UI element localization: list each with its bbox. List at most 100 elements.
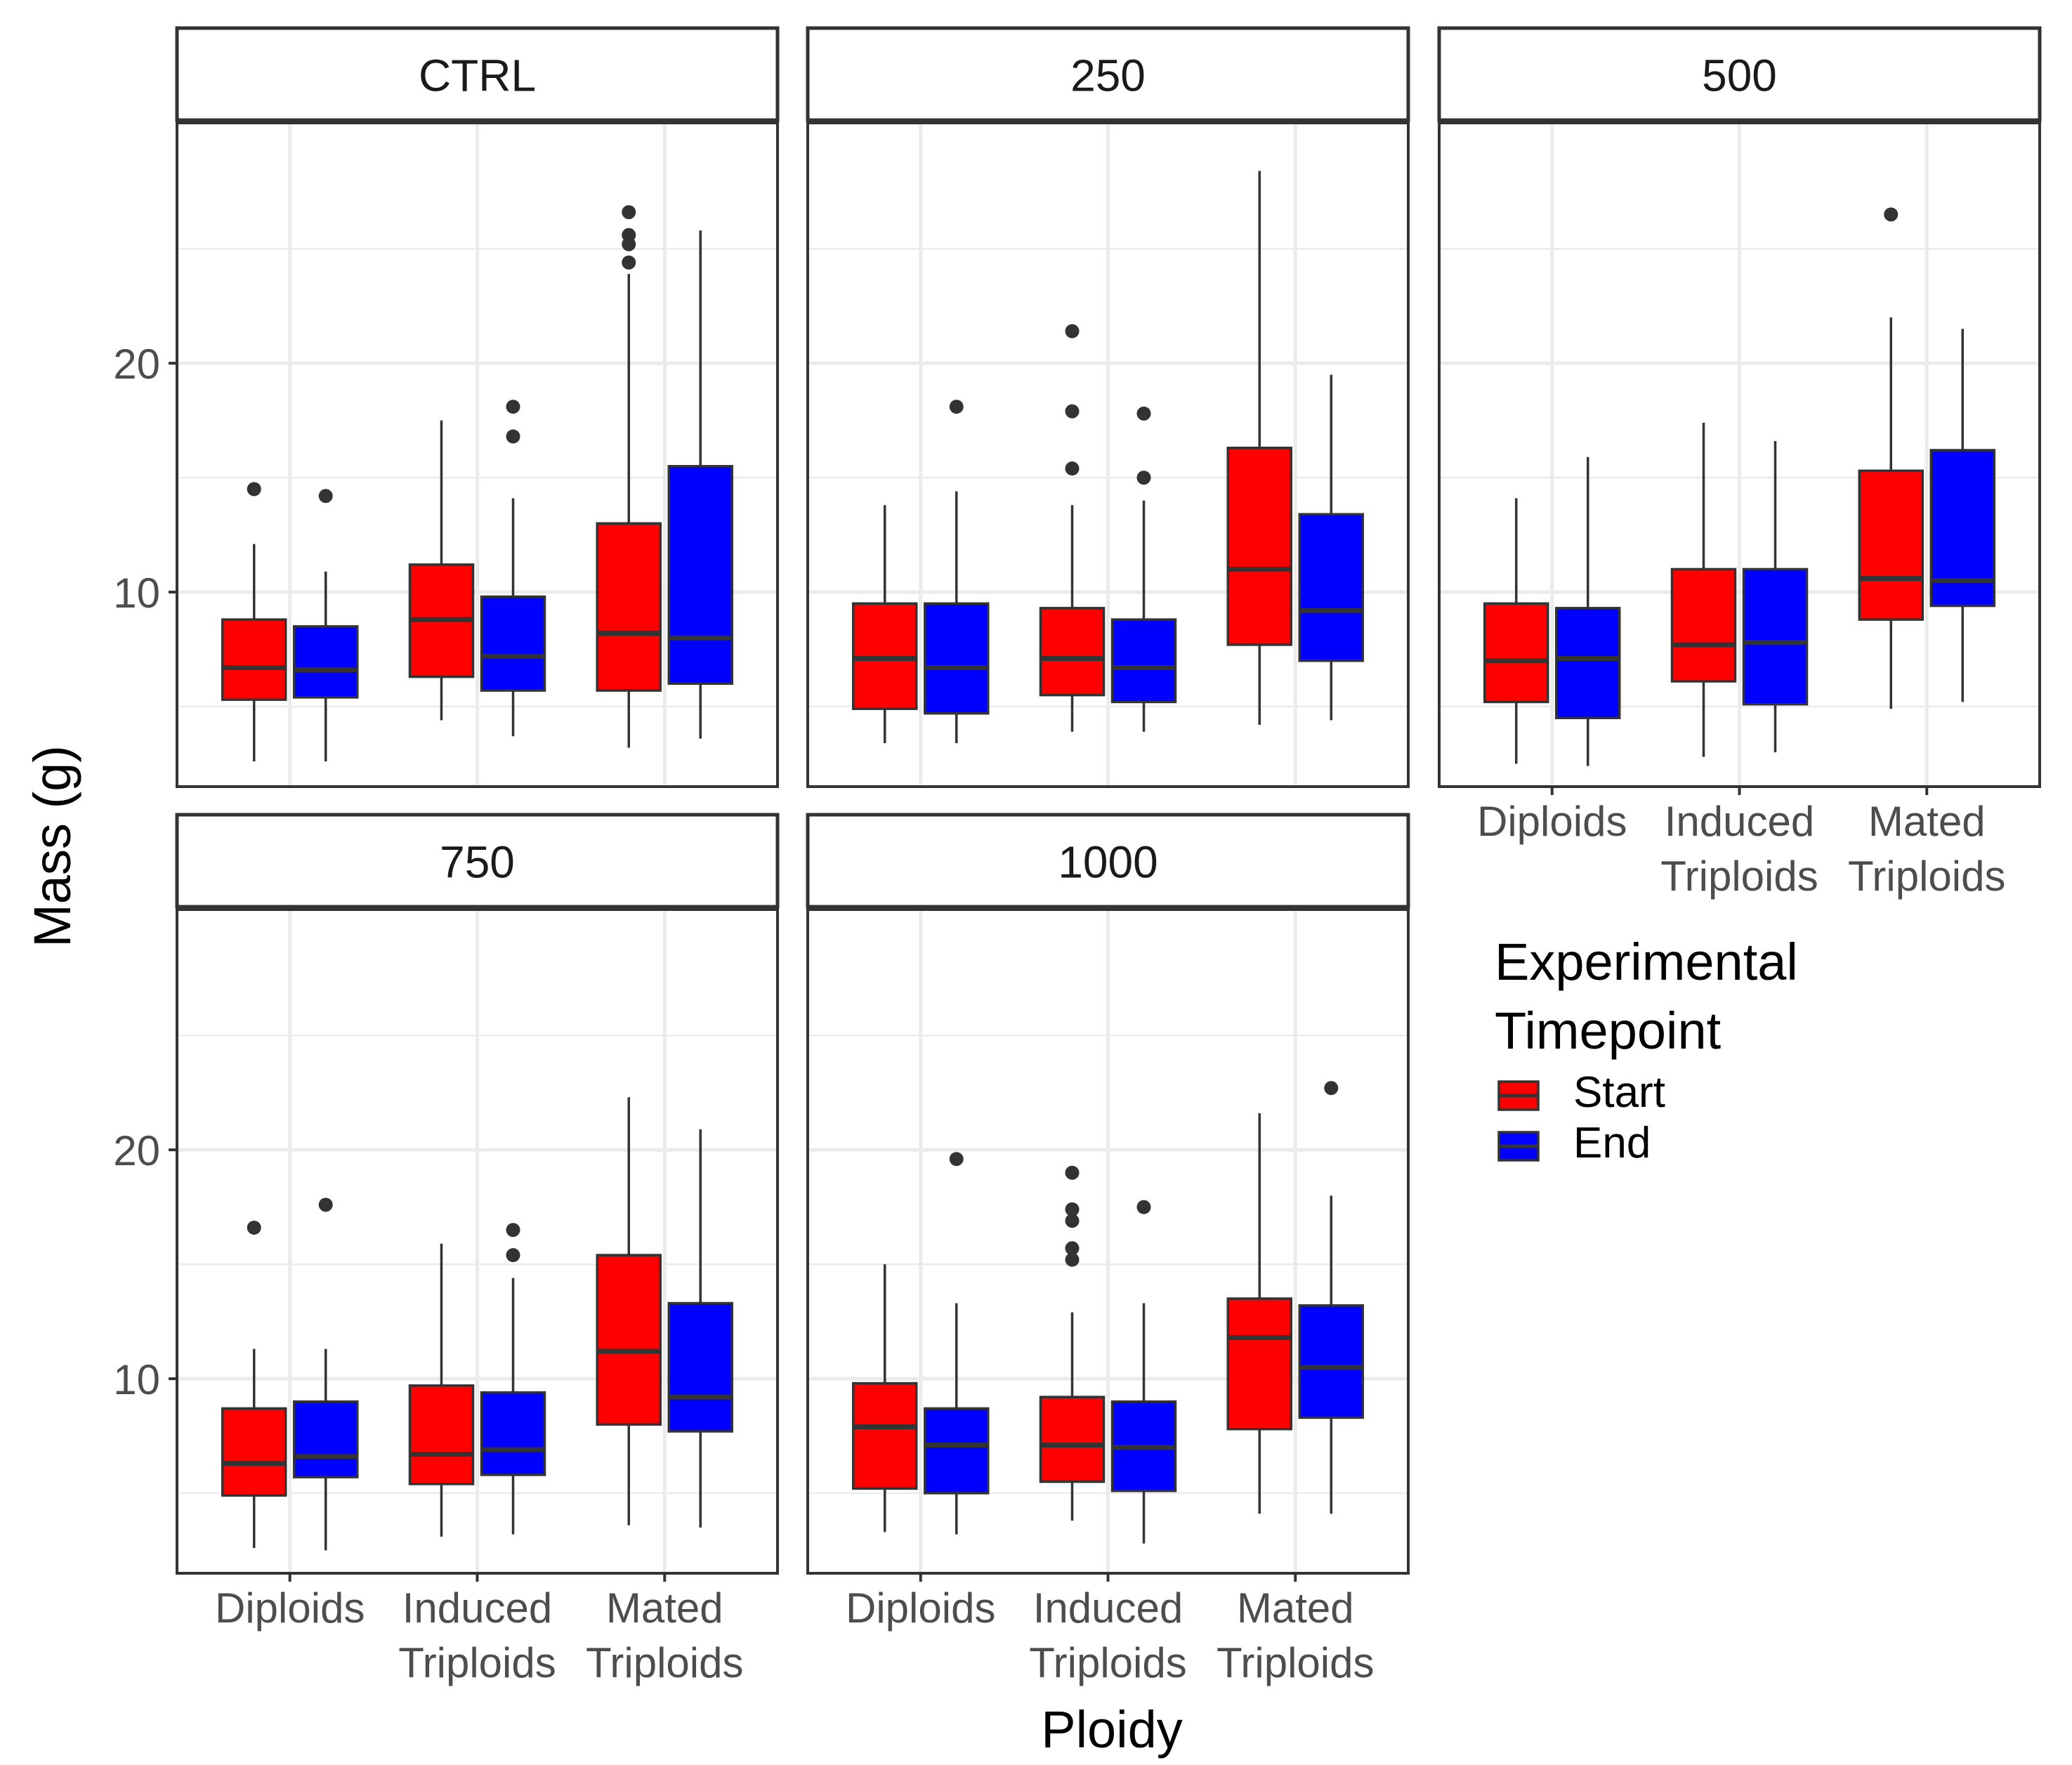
facet-label: 750 — [440, 837, 515, 888]
box-start — [1039, 1165, 1106, 1521]
box-start — [221, 482, 287, 762]
box-iqr — [480, 1391, 546, 1476]
box-iqr — [1298, 513, 1365, 662]
box-iqr — [667, 465, 734, 685]
box-end — [1298, 1081, 1365, 1514]
x-tick-label: Diploids — [215, 1584, 365, 1632]
facet-strip — [806, 26, 1410, 122]
outlier-point — [1065, 1241, 1080, 1256]
box-start — [1670, 422, 1737, 757]
facet-label: 250 — [1070, 51, 1146, 101]
x-tick-label: Triploids — [1848, 853, 2006, 900]
y-tick-label: 10 — [113, 570, 160, 617]
box-iqr — [292, 1400, 359, 1478]
outlier-point — [506, 429, 520, 444]
facet-panel: 1000 Diploids Induced Triploids Mated Triploi… — [806, 813, 1410, 1686]
facet-panel: 250 — [806, 26, 1410, 788]
facet-panel: CTRL 10 20 — [113, 26, 780, 788]
box-start — [1226, 1113, 1293, 1514]
box-end — [667, 230, 734, 739]
box-end — [1110, 1200, 1177, 1544]
outlier-point — [622, 255, 636, 270]
x-tick-label: Triploids — [398, 1639, 556, 1686]
x-tick-label: Triploids — [1029, 1639, 1187, 1686]
box-iqr — [596, 522, 662, 692]
outlier-point — [1065, 461, 1080, 476]
x-axis-title: Ploidy — [1041, 1700, 1183, 1759]
x-tick-label: Diploids — [1477, 798, 1627, 845]
box-start — [1039, 324, 1106, 732]
box-start — [851, 1264, 918, 1533]
box-end — [1742, 440, 1809, 753]
x-tick-label: Induced — [402, 1584, 553, 1632]
box-end — [292, 1198, 359, 1551]
facet-strip — [175, 26, 780, 122]
box-iqr — [1039, 1396, 1106, 1483]
box-iqr — [1226, 446, 1293, 646]
x-tick-label: Induced — [1665, 798, 1815, 845]
outlier-point — [1065, 1214, 1080, 1228]
outlier-point — [1884, 207, 1899, 222]
box-start — [596, 205, 662, 748]
box-iqr — [1483, 602, 1549, 704]
box-iqr — [923, 602, 990, 715]
box-start — [221, 1220, 287, 1549]
outlier-point — [949, 1152, 964, 1167]
box-end — [480, 1223, 546, 1535]
box-end — [1298, 374, 1365, 721]
legend-title: Timepoint — [1495, 1002, 1722, 1060]
outlier-point — [1136, 1200, 1151, 1214]
box-iqr — [667, 1301, 734, 1433]
facet-label: CTRL — [419, 51, 536, 101]
facet-strip — [1437, 26, 2042, 122]
x-tick-label: Mated — [606, 1584, 723, 1632]
x-tick-label: Triploids — [586, 1639, 744, 1686]
y-tick-label: 20 — [113, 341, 160, 388]
outlier-point — [1065, 1252, 1080, 1267]
outlier-point — [1136, 406, 1151, 421]
outlier-point — [622, 228, 636, 242]
facet-strip — [175, 813, 780, 909]
facet-panel: 750 10 20 Diploids Induced Triploids Mated Trip… — [113, 813, 780, 1686]
outlier-point — [1324, 1081, 1339, 1096]
x-tick-label: Mated — [1868, 798, 1986, 845]
box-end — [1554, 457, 1621, 766]
outlier-point — [247, 1220, 261, 1235]
facet-label: 500 — [1702, 51, 1777, 101]
y-tick-label: 20 — [113, 1127, 160, 1174]
box-iqr — [221, 618, 287, 701]
y-axis-title: Mass (g) — [23, 745, 81, 947]
box-iqr — [596, 1254, 662, 1426]
box-iqr — [1039, 607, 1106, 697]
box-start — [1858, 207, 1925, 709]
outlier-point — [506, 1223, 520, 1238]
box-iqr — [1858, 469, 1925, 621]
legend-title: Experimental — [1495, 933, 1798, 991]
x-tick-label: Diploids — [846, 1584, 995, 1632]
box-iqr — [1554, 607, 1621, 719]
panel-border — [176, 122, 779, 788]
box-end — [923, 1152, 990, 1535]
box-start — [408, 420, 475, 721]
box-end — [923, 400, 990, 744]
box-end — [1110, 406, 1177, 732]
x-tick-label: Mated — [1237, 1584, 1354, 1632]
box-iqr — [1298, 1304, 1365, 1419]
box-iqr — [221, 1407, 287, 1497]
box-start — [596, 1097, 662, 1525]
legend-label: Start — [1573, 1068, 1665, 1117]
facet-strip — [806, 813, 1410, 909]
box-iqr — [408, 1384, 475, 1485]
box-end — [1929, 329, 1996, 702]
outlier-point — [247, 482, 261, 497]
box-iqr — [480, 595, 546, 692]
box-start — [851, 505, 918, 744]
outlier-point — [506, 400, 520, 414]
box-iqr — [292, 625, 359, 699]
box-end — [480, 400, 546, 737]
box-iqr — [923, 1407, 990, 1495]
outlier-point — [1065, 1165, 1080, 1180]
outlier-point — [318, 1198, 333, 1212]
